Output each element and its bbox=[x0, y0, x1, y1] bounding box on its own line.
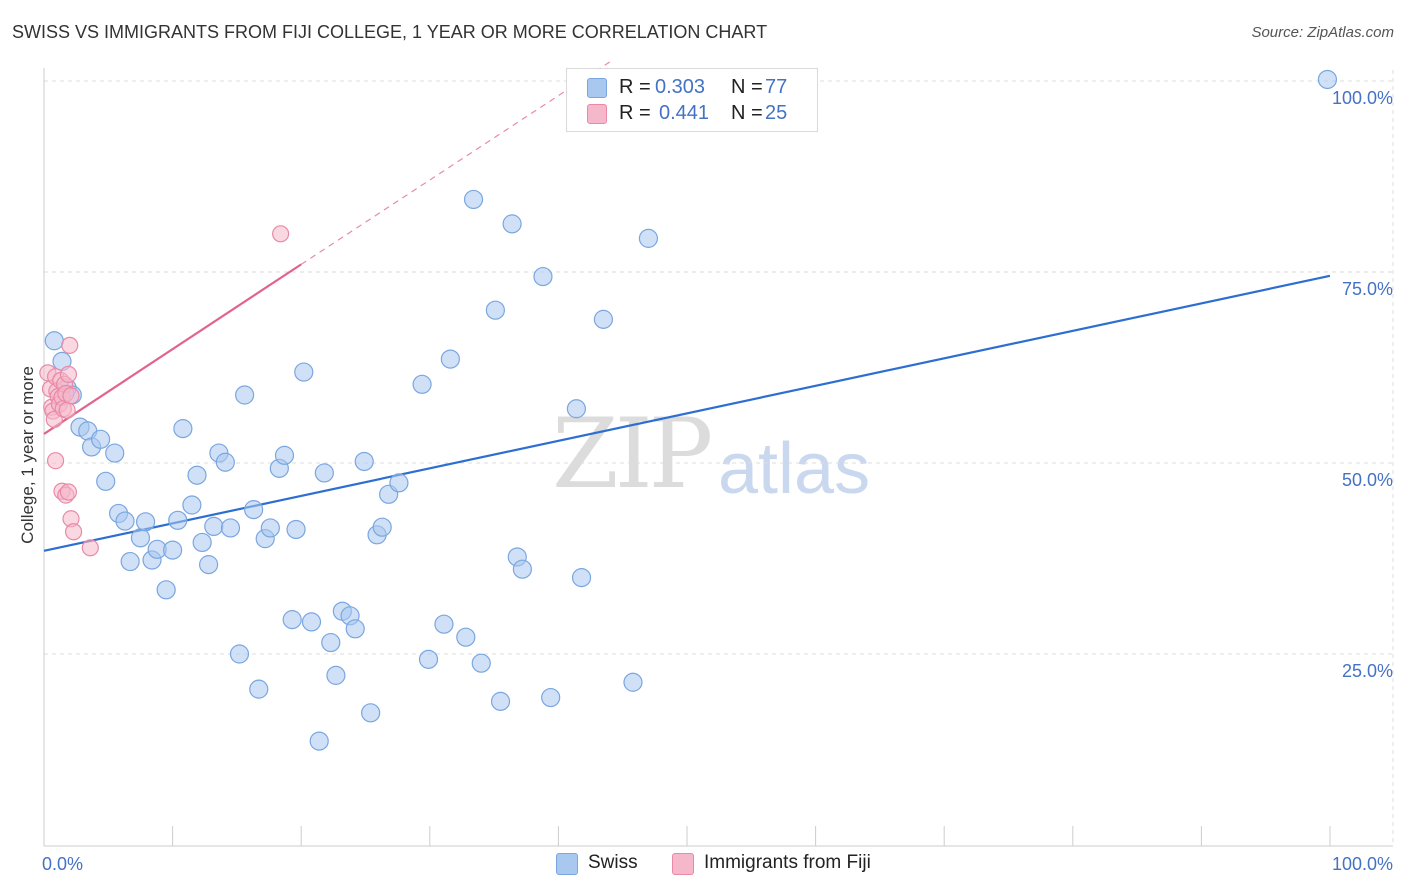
fiji-trend-line bbox=[43, 263, 302, 435]
swiss-point-27 bbox=[215, 452, 235, 472]
swiss-point-34 bbox=[260, 518, 280, 538]
axes bbox=[43, 68, 1393, 847]
swiss-point-22 bbox=[187, 465, 207, 485]
swiss-point-0 bbox=[44, 331, 64, 351]
swiss-point-42 bbox=[314, 463, 334, 483]
swiss-point-19 bbox=[168, 510, 188, 530]
fiji-point-23 bbox=[64, 523, 83, 541]
fiji-legend-swatch bbox=[672, 853, 694, 875]
fiji-point-16 bbox=[61, 336, 79, 354]
swiss-point-47 bbox=[345, 619, 365, 639]
swiss-point-58 bbox=[456, 627, 476, 647]
swiss-point-49 bbox=[361, 703, 381, 723]
swiss-point-40 bbox=[301, 612, 322, 632]
fiji-n-value: 25 bbox=[765, 102, 788, 124]
chart-title: SWISS VS IMMIGRANTS FROM FIJI COLLEGE, 1… bbox=[12, 22, 768, 42]
swiss-point-61 bbox=[485, 300, 505, 320]
fiji-point-18 bbox=[46, 452, 65, 470]
fiji-point-17 bbox=[62, 387, 80, 405]
swiss-point-54 bbox=[412, 374, 432, 394]
x-tick-label-0: 0.0% bbox=[42, 854, 83, 874]
swiss-r-label: R = bbox=[619, 76, 651, 98]
swiss-point-36 bbox=[274, 445, 295, 465]
swiss-point-56 bbox=[434, 614, 454, 634]
swiss-point-20 bbox=[173, 419, 193, 439]
swiss-point-25 bbox=[204, 516, 224, 537]
swiss-legend-swatch bbox=[556, 853, 578, 875]
swiss-point-67 bbox=[541, 687, 561, 708]
swiss-point-73 bbox=[1317, 69, 1338, 90]
swiss-point-17 bbox=[156, 580, 176, 600]
swiss-n-label: N = bbox=[731, 76, 763, 98]
swiss-point-7 bbox=[90, 429, 111, 449]
swiss-point-21 bbox=[182, 495, 202, 515]
stats-legend: R = 0.303 N = 77 R = 0.441 N = 25 bbox=[566, 68, 818, 132]
fiji-point-24 bbox=[81, 539, 99, 557]
swiss-point-43 bbox=[321, 632, 341, 653]
swiss-trend-line bbox=[43, 274, 1331, 552]
swiss-point-39 bbox=[294, 362, 314, 382]
fiji-r-value: 0.441 bbox=[659, 102, 710, 124]
tick-labels: 25.0% 50.0% 75.0% 100.0% 0.0% 100.0% bbox=[42, 88, 1393, 874]
swiss-point-72 bbox=[638, 228, 659, 248]
swiss-point-8 bbox=[96, 471, 116, 491]
data-points bbox=[39, 69, 1338, 751]
swiss-point-59 bbox=[463, 189, 484, 210]
y-tick-label-50: 50.0% bbox=[1342, 470, 1393, 490]
source-credit: Source: ZipAtlas.com bbox=[1251, 24, 1394, 41]
trend-lines bbox=[43, 61, 1331, 552]
y-tick-label-75: 75.0% bbox=[1342, 279, 1393, 299]
swiss-point-63 bbox=[502, 214, 522, 234]
grid-lines bbox=[44, 70, 1394, 846]
fiji-legend-label: Immigrants from Fiji bbox=[704, 852, 871, 873]
y-tick-label-100: 100.0% bbox=[1332, 88, 1393, 108]
swiss-point-44 bbox=[326, 665, 346, 685]
swiss-point-60 bbox=[471, 653, 491, 673]
fiji-point-21 bbox=[59, 483, 78, 501]
fiji-n-label: N = bbox=[731, 102, 763, 124]
swiss-point-30 bbox=[235, 385, 255, 405]
swiss-legend-label: Swiss bbox=[588, 852, 638, 873]
swiss-point-9 bbox=[105, 443, 125, 463]
swiss-point-11 bbox=[115, 511, 135, 531]
swiss-point-29 bbox=[229, 644, 250, 664]
fiji-swatch bbox=[587, 104, 607, 124]
swiss-point-69 bbox=[571, 567, 592, 588]
swiss-point-62 bbox=[490, 691, 511, 711]
fiji-trend-extension bbox=[300, 61, 611, 265]
swiss-point-66 bbox=[533, 266, 553, 287]
swiss-point-13 bbox=[130, 528, 151, 548]
swiss-point-71 bbox=[623, 672, 643, 692]
fiji-r-label: R = bbox=[619, 102, 651, 124]
swiss-point-31 bbox=[244, 500, 264, 520]
swiss-swatch bbox=[587, 78, 607, 98]
swiss-point-23 bbox=[192, 532, 212, 553]
swiss-point-70 bbox=[593, 309, 614, 329]
watermark-atlas: atlas bbox=[718, 429, 871, 509]
swiss-point-57 bbox=[440, 349, 460, 369]
y-tick-label-25: 25.0% bbox=[1342, 661, 1393, 681]
fiji-point-15 bbox=[59, 365, 78, 383]
swiss-point-65 bbox=[512, 559, 532, 579]
swiss-point-24 bbox=[199, 555, 219, 575]
swiss-point-51 bbox=[372, 517, 392, 537]
swiss-point-14 bbox=[135, 512, 156, 532]
swiss-point-37 bbox=[282, 610, 302, 630]
swiss-r-value: 0.303 bbox=[655, 76, 706, 98]
swiss-point-12 bbox=[120, 551, 140, 572]
swiss-point-18 bbox=[163, 540, 183, 560]
swiss-point-41 bbox=[309, 731, 329, 751]
x-tick-label-100: 100.0% bbox=[1332, 854, 1393, 874]
swiss-n-value: 77 bbox=[765, 76, 788, 98]
swiss-point-32 bbox=[249, 679, 269, 699]
fiji-point-14 bbox=[58, 401, 76, 419]
swiss-point-68 bbox=[566, 399, 587, 419]
swiss-point-38 bbox=[286, 519, 306, 540]
swiss-point-48 bbox=[354, 451, 374, 472]
swiss-point-55 bbox=[418, 649, 439, 669]
swiss-point-28 bbox=[220, 518, 241, 538]
swiss-point-53 bbox=[389, 473, 409, 493]
fiji-point-25 bbox=[272, 225, 290, 243]
